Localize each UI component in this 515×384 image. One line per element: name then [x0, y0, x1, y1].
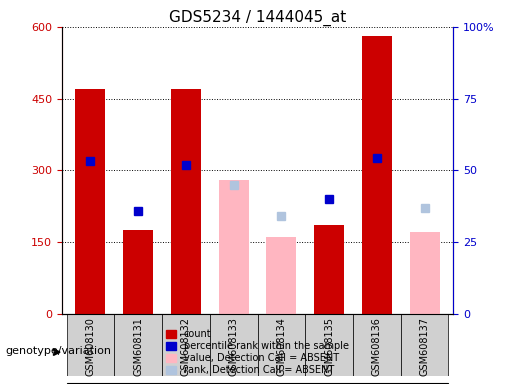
FancyBboxPatch shape: [401, 314, 449, 376]
Text: GSM608133: GSM608133: [229, 317, 238, 376]
Text: GSM608131: GSM608131: [133, 317, 143, 376]
Text: GSM608132: GSM608132: [181, 317, 191, 376]
Title: GDS5234 / 1444045_at: GDS5234 / 1444045_at: [169, 9, 346, 25]
Bar: [314, 225, 344, 314]
FancyBboxPatch shape: [114, 314, 162, 376]
FancyBboxPatch shape: [353, 314, 401, 376]
Text: genotype/variation: genotype/variation: [5, 346, 111, 356]
Bar: [218, 180, 249, 314]
Legend: count, percentile rank within the sample, value, Detection Call = ABSENT, rank, : count, percentile rank within the sample…: [162, 326, 353, 379]
FancyBboxPatch shape: [258, 314, 305, 376]
FancyBboxPatch shape: [210, 314, 258, 376]
Text: GSM608136: GSM608136: [372, 317, 382, 376]
FancyBboxPatch shape: [258, 382, 449, 384]
Bar: [409, 232, 440, 314]
Bar: [266, 237, 297, 314]
FancyBboxPatch shape: [66, 382, 258, 384]
Text: GSM608137: GSM608137: [420, 317, 430, 376]
Text: GSM608135: GSM608135: [324, 317, 334, 376]
Bar: [362, 36, 392, 314]
Bar: [75, 89, 106, 314]
Text: GSM608134: GSM608134: [277, 317, 286, 376]
Bar: [171, 89, 201, 314]
FancyBboxPatch shape: [66, 314, 114, 376]
FancyBboxPatch shape: [305, 314, 353, 376]
Text: GSM608130: GSM608130: [85, 317, 95, 376]
Bar: [123, 230, 153, 314]
FancyBboxPatch shape: [162, 314, 210, 376]
